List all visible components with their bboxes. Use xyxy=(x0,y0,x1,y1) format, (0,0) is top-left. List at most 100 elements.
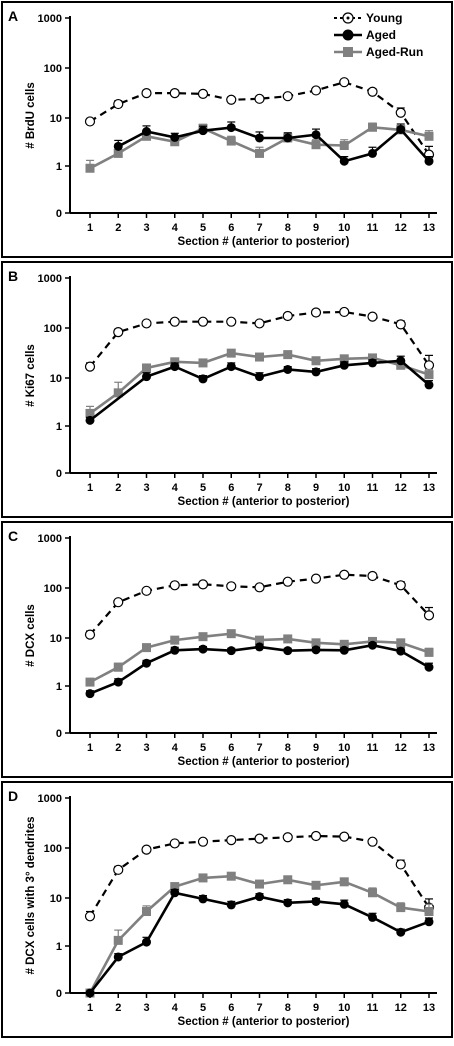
data-point-aged-run xyxy=(142,907,151,917)
data-point-aged xyxy=(283,364,293,374)
data-point-aged-run xyxy=(113,935,123,945)
data-point-aged-run xyxy=(311,880,321,890)
x-tick-label: 12 xyxy=(395,222,407,234)
data-point-young xyxy=(113,327,124,338)
data-point-young xyxy=(395,859,406,870)
x-tick-label: 2 xyxy=(115,1002,121,1014)
data-point-young xyxy=(339,306,350,318)
data-point-aged xyxy=(170,645,180,655)
x-tick-label: 12 xyxy=(395,742,407,754)
y-tick-label: 100 xyxy=(44,323,62,335)
x-tick-label: 2 xyxy=(115,742,121,754)
data-point-young xyxy=(226,316,237,327)
data-point-young xyxy=(282,310,293,322)
data-point-aged xyxy=(142,127,151,137)
y-tick-label: 1 xyxy=(56,421,62,433)
data-point-aged-run xyxy=(311,140,321,150)
x-tick-label: 9 xyxy=(313,482,319,494)
data-point-aged xyxy=(255,642,264,652)
x-tick-label: 11 xyxy=(367,1002,379,1014)
data-point-aged-run xyxy=(142,131,151,141)
data-point-aged xyxy=(198,374,208,384)
data-point-aged xyxy=(226,123,236,133)
x-tick-label: 10 xyxy=(338,482,350,494)
data-point-aged-run xyxy=(255,635,264,645)
data-point-aged xyxy=(198,126,208,136)
data-point-young xyxy=(226,581,237,592)
data-point-aged xyxy=(85,988,95,998)
data-point-aged xyxy=(226,900,236,910)
x-tick-label: 4 xyxy=(172,222,179,234)
x-tick-label: 4 xyxy=(172,1002,179,1014)
data-point-young xyxy=(169,580,180,591)
data-point-young xyxy=(367,570,378,582)
data-point-aged-run xyxy=(396,638,406,648)
x-tick-label: 1 xyxy=(87,482,93,494)
y-tick-label: 1000 xyxy=(38,13,62,25)
data-point-aged xyxy=(311,645,321,655)
data-point-young xyxy=(339,569,350,580)
data-point-aged-run xyxy=(113,662,123,672)
y-tick-label: 0 xyxy=(56,468,62,480)
data-point-young xyxy=(423,360,435,371)
data-point-aged xyxy=(396,124,406,134)
data-point-aged xyxy=(396,356,406,366)
x-axis-title: Section # (anterior to posterior) xyxy=(178,236,350,248)
data-point-aged xyxy=(283,898,293,908)
data-point-young xyxy=(197,836,209,847)
data-point-aged xyxy=(424,156,434,166)
data-point-aged-run xyxy=(368,353,377,363)
x-tick-label: 6 xyxy=(228,222,234,234)
data-point-aged-run xyxy=(170,635,180,645)
y-tick-label: 1 xyxy=(56,681,62,693)
panel-label: B xyxy=(8,268,18,284)
data-point-aged xyxy=(368,640,377,650)
y-tick-label: 1000 xyxy=(38,273,62,285)
data-point-aged xyxy=(283,133,293,143)
data-point-aged-run xyxy=(283,350,293,360)
data-point-young xyxy=(197,88,209,99)
data-point-young xyxy=(169,316,180,327)
y-tick-label: 10 xyxy=(50,633,62,645)
data-point-aged xyxy=(255,892,264,902)
data-point-aged xyxy=(396,646,406,656)
data-point-young xyxy=(254,93,265,104)
series-line-young xyxy=(89,81,430,156)
legend-swatch-aged-run xyxy=(343,47,353,57)
series-young xyxy=(84,830,435,922)
series-line-aged xyxy=(89,359,430,422)
data-point-young xyxy=(141,318,152,329)
data-point-aged xyxy=(311,367,321,377)
x-tick-label: 3 xyxy=(143,222,149,234)
data-point-young xyxy=(254,318,265,329)
data-point-aged-run xyxy=(142,643,151,653)
x-tick-label: 13 xyxy=(423,742,435,754)
data-point-aged-run xyxy=(339,141,349,151)
data-point-aged-run xyxy=(113,388,123,398)
data-point-aged xyxy=(113,952,123,962)
data-point-aged xyxy=(85,689,95,699)
data-point-aged-run xyxy=(396,903,406,913)
data-point-aged-run xyxy=(424,131,434,141)
panel-frame xyxy=(1,1,453,258)
series-aged xyxy=(85,640,434,699)
data-point-aged xyxy=(142,937,151,947)
x-tick-label: 5 xyxy=(200,222,206,234)
x-tick-label: 10 xyxy=(338,222,350,234)
series-aged xyxy=(85,355,434,425)
data-point-aged xyxy=(255,133,264,143)
x-tick-label: 10 xyxy=(338,1002,350,1014)
panel-frame xyxy=(1,521,453,778)
panel-label: D xyxy=(8,788,18,804)
data-point-aged xyxy=(424,917,434,927)
y-tick-label: 100 xyxy=(44,843,62,855)
x-tick-label: 6 xyxy=(228,742,234,754)
data-point-young xyxy=(367,836,378,847)
x-tick-label: 7 xyxy=(256,482,262,494)
y-axis-title: # DCX cells with 3° dendrites xyxy=(25,817,37,975)
